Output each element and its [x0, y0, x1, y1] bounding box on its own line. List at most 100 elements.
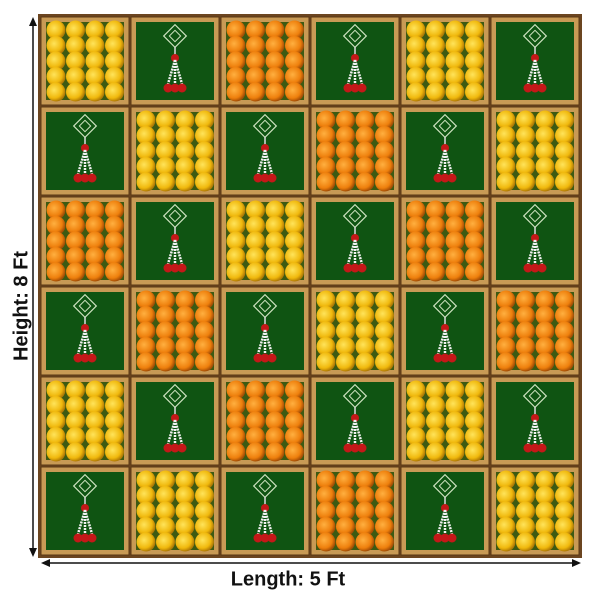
marigold [496, 470, 516, 490]
kolam [72, 293, 98, 319]
marigold [316, 290, 336, 310]
marigold [156, 157, 175, 176]
marigold [406, 200, 426, 220]
marigold [316, 110, 336, 130]
kolam [522, 23, 548, 49]
marigold [426, 427, 445, 446]
marigold [226, 396, 246, 415]
garland-rose [163, 263, 173, 273]
kolam-inner [78, 119, 92, 133]
marigold [555, 321, 574, 341]
marigold [555, 470, 574, 490]
marigold [516, 486, 535, 505]
marigold [375, 486, 394, 505]
kolam [162, 203, 188, 229]
marigold [445, 20, 465, 40]
marigold [175, 110, 195, 130]
marigold [336, 532, 355, 552]
marigold [105, 411, 124, 431]
tile [400, 376, 490, 466]
marigold [375, 517, 394, 536]
marigold [355, 110, 375, 130]
marigold [516, 501, 535, 521]
marigold [316, 352, 336, 372]
tile [310, 106, 400, 196]
garland-knot [351, 234, 359, 242]
garland-rose [267, 533, 277, 543]
marigold [516, 110, 535, 130]
kolam-inner [78, 299, 92, 313]
kolam [72, 113, 98, 139]
marigold [336, 486, 355, 505]
marigold [535, 517, 555, 536]
marigold [195, 110, 214, 130]
kolam [72, 473, 98, 499]
marigold [555, 352, 574, 372]
marigold [136, 321, 156, 341]
marigold [195, 337, 214, 356]
marigold [156, 126, 175, 145]
tile [130, 286, 220, 376]
marigold [285, 380, 304, 400]
garland-strand [353, 419, 364, 445]
marigold [105, 51, 124, 71]
marigold [285, 51, 304, 71]
marigold [156, 337, 175, 356]
marigold [46, 411, 66, 431]
kolam-inner [168, 209, 182, 223]
marigold [226, 411, 246, 431]
marigold [406, 36, 426, 55]
marigold [355, 172, 375, 192]
marigold [246, 427, 265, 446]
marigold [105, 231, 124, 251]
tile [40, 196, 130, 286]
marigold [406, 216, 426, 235]
marigold [226, 36, 246, 55]
marigold [136, 172, 156, 192]
kolam [342, 203, 368, 229]
garland-strand [83, 509, 94, 535]
marigold [465, 396, 484, 415]
kolam [342, 383, 368, 409]
marigold [105, 20, 124, 40]
kolam-inner [438, 119, 452, 133]
marigold [85, 82, 105, 102]
garland-rose [253, 353, 263, 363]
marigold [195, 126, 214, 145]
marigold [445, 82, 465, 102]
garland-rose [440, 533, 450, 543]
marigold [85, 216, 105, 235]
marigold [316, 172, 336, 192]
garland-strand [533, 419, 544, 445]
marigold [406, 51, 426, 71]
marigold [265, 380, 285, 400]
garland-rose [343, 83, 353, 93]
marigold [445, 411, 465, 431]
tile [400, 16, 490, 106]
marigold [355, 352, 375, 372]
garland-rose [260, 353, 270, 363]
marigold [136, 126, 156, 145]
garland-rose [433, 353, 443, 363]
marigold [226, 20, 246, 40]
marigold [66, 231, 85, 251]
marigold [406, 20, 426, 40]
marigold [246, 411, 265, 431]
garland-rose [177, 263, 187, 273]
kolam-inner [168, 389, 182, 403]
marigold [156, 352, 175, 372]
marigold [355, 337, 375, 356]
marigold [136, 110, 156, 130]
marigold [535, 126, 555, 145]
kolam [432, 113, 458, 139]
marigold [426, 216, 445, 235]
garland-rose [260, 173, 270, 183]
marigold [336, 501, 355, 521]
marigold [406, 380, 426, 400]
marigold [496, 486, 516, 505]
garland-rose [80, 173, 90, 183]
marigold [175, 337, 195, 356]
marigold [496, 126, 516, 145]
marigold [46, 231, 66, 251]
kolam [162, 23, 188, 49]
